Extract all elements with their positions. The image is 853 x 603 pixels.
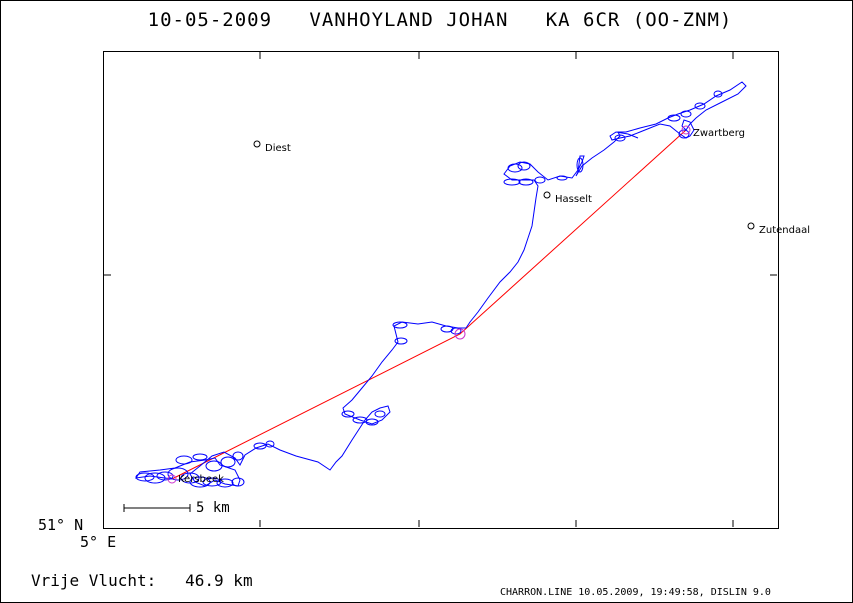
town-label-kersbeek: Kersbeek [178, 474, 224, 485]
town-hasselt-marker [543, 191, 551, 199]
task-line [171, 129, 687, 480]
free-flight-label: Vrije Vlucht: [31, 571, 157, 590]
latitude-label: 51° N [38, 516, 84, 534]
turnpoint-2 [681, 125, 691, 135]
turnpoint-1 [454, 328, 466, 340]
free-flight-distance: 46.9 km [185, 571, 253, 590]
town-label-hasselt: Hasselt [555, 194, 592, 205]
thermal-clusters [135, 90, 723, 488]
scale-bar [123, 504, 191, 512]
pilot-name: VANHOYLAND JOHAN [309, 9, 509, 31]
town-markers [253, 140, 755, 230]
town-diest-marker [253, 140, 261, 148]
free-flight-summary: Vrije Vlucht: 46.9 km [31, 571, 253, 590]
flight-track [134, 81, 747, 487]
town-label-zutendaal: Zutendaal [759, 225, 810, 236]
flight-date: 10-05-2009 [147, 9, 273, 31]
start-point [167, 474, 177, 484]
software-credit: CHARRON.LINE 10.05.2009, 19:49:58, DISLI… [500, 587, 771, 598]
scale-bar-label: 5 km [196, 500, 230, 516]
flight-title: 10-05-2009 VANHOYLAND JOHAN KA 6CR (OO-Z… [0, 9, 853, 31]
map-plot-area [103, 51, 779, 529]
longitude-label: 5° E [80, 533, 117, 551]
glider-id: KA 6CR (OO-ZNM) [545, 9, 733, 31]
town-label-zwartberg: Zwartberg [693, 128, 745, 139]
turnpoint-markers [167, 125, 691, 484]
town-zutendaal-marker [747, 222, 755, 230]
axis-ticks [104, 52, 777, 527]
town-label-diest: Diest [265, 143, 291, 154]
